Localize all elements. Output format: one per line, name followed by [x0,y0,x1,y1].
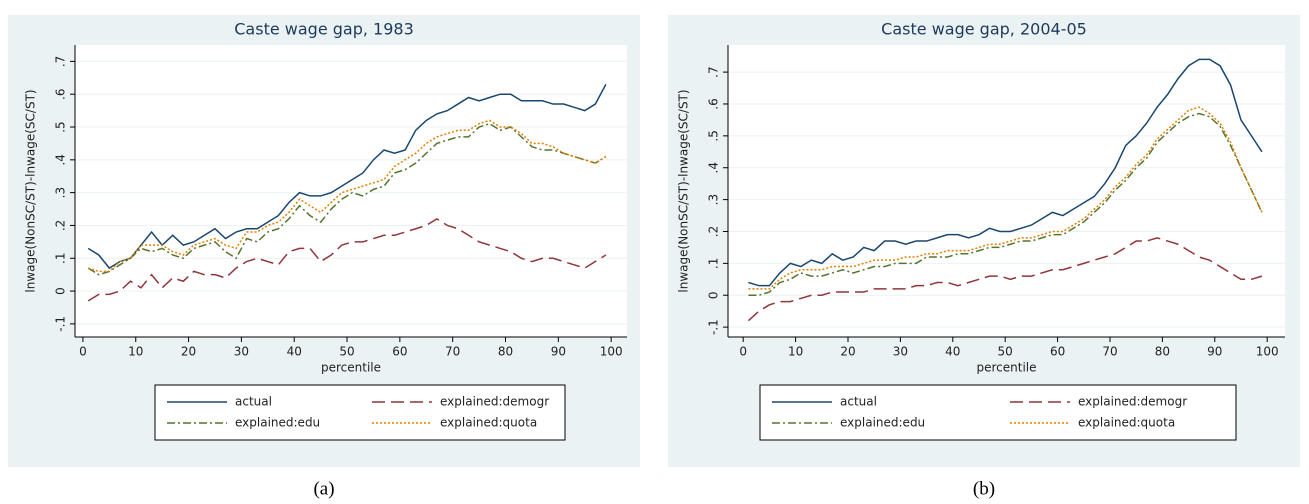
y-tick-label: .4 [707,162,721,173]
x-tick-label: 20 [840,345,855,359]
x-tick-label: 40 [945,345,960,359]
legend-label: actual [235,395,272,409]
x-tick-label: 80 [1155,345,1170,359]
legend-label: actual [840,395,877,409]
x-axis-label: percentile [976,361,1036,375]
caption: (a) [313,478,334,499]
legend-label: explained:quota [440,416,537,430]
series-line [748,106,1263,290]
legend-label: explained:edu [840,416,925,430]
x-tick-label: 20 [181,345,196,359]
x-axis-label: percentile [321,361,381,375]
y-tick-label: .1 [707,258,721,269]
x-tick-label: 60 [1050,345,1065,359]
x-tick-label: 30 [893,345,908,359]
legend-box [154,384,566,441]
y-tick-label: .4 [54,154,68,165]
plot-area [75,45,627,337]
x-tick-label: 50 [998,345,1013,359]
y-tick-label: .7 [707,66,721,77]
legend-label: explained:demogr [1078,395,1187,409]
x-tick-label: 10 [788,345,803,359]
series-line [87,119,607,273]
y-tick-label: .5 [54,121,68,132]
y-axis-label: lnwage(NonSC/ST)-lnwage(SC/ST) [24,89,38,292]
y-tick-label: .7 [54,56,68,67]
legend-label: explained:demogr [440,395,549,409]
y-tick-label: 0 [54,287,68,295]
x-tick-label: 60 [392,345,407,359]
y-tick-label: .3 [54,187,68,198]
chart-title: Caste wage gap, 2004-05 [881,20,1087,39]
y-tick-label: 0 [707,291,721,299]
legend-label: explained:quota [1078,416,1175,430]
legend-box [759,384,1237,441]
y-tick-label: -.1 [54,316,68,332]
x-tick-label: 0 [79,345,87,359]
chart-title: Caste wage gap, 1983 [234,20,414,39]
x-tick-label: 70 [445,345,460,359]
y-tick-label: .1 [54,253,68,264]
x-tick-label: 0 [739,345,747,359]
series-line [87,122,607,276]
x-tick-label: 30 [234,345,249,359]
x-tick-label: 90 [1207,345,1222,359]
plot-area [728,45,1285,337]
x-tick-label: 70 [1102,345,1117,359]
series-line [748,58,1263,287]
x-tick-label: 100 [1256,345,1279,359]
x-tick-label: 40 [287,345,302,359]
y-tick-label: .2 [707,226,721,237]
y-axis-label: lnwage(NonSC/ST)-lnwage(SC/ST) [677,89,691,292]
series-line [87,218,607,302]
series-line [747,237,1263,322]
x-tick-label: 50 [339,345,354,359]
series-line [87,84,607,270]
caption: (b) [973,478,995,499]
y-tick-label: .6 [707,98,721,109]
y-tick-label: .5 [707,130,721,141]
legend-label: explained:edu [235,416,320,430]
x-tick-label: 90 [551,345,566,359]
y-tick-label: .3 [707,194,721,205]
x-tick-label: 80 [498,345,513,359]
y-tick-label: .6 [54,88,68,99]
y-tick-label: -.1 [707,319,721,335]
x-tick-label: 10 [128,345,143,359]
y-tick-label: .2 [54,220,68,231]
x-tick-label: 100 [600,345,623,359]
